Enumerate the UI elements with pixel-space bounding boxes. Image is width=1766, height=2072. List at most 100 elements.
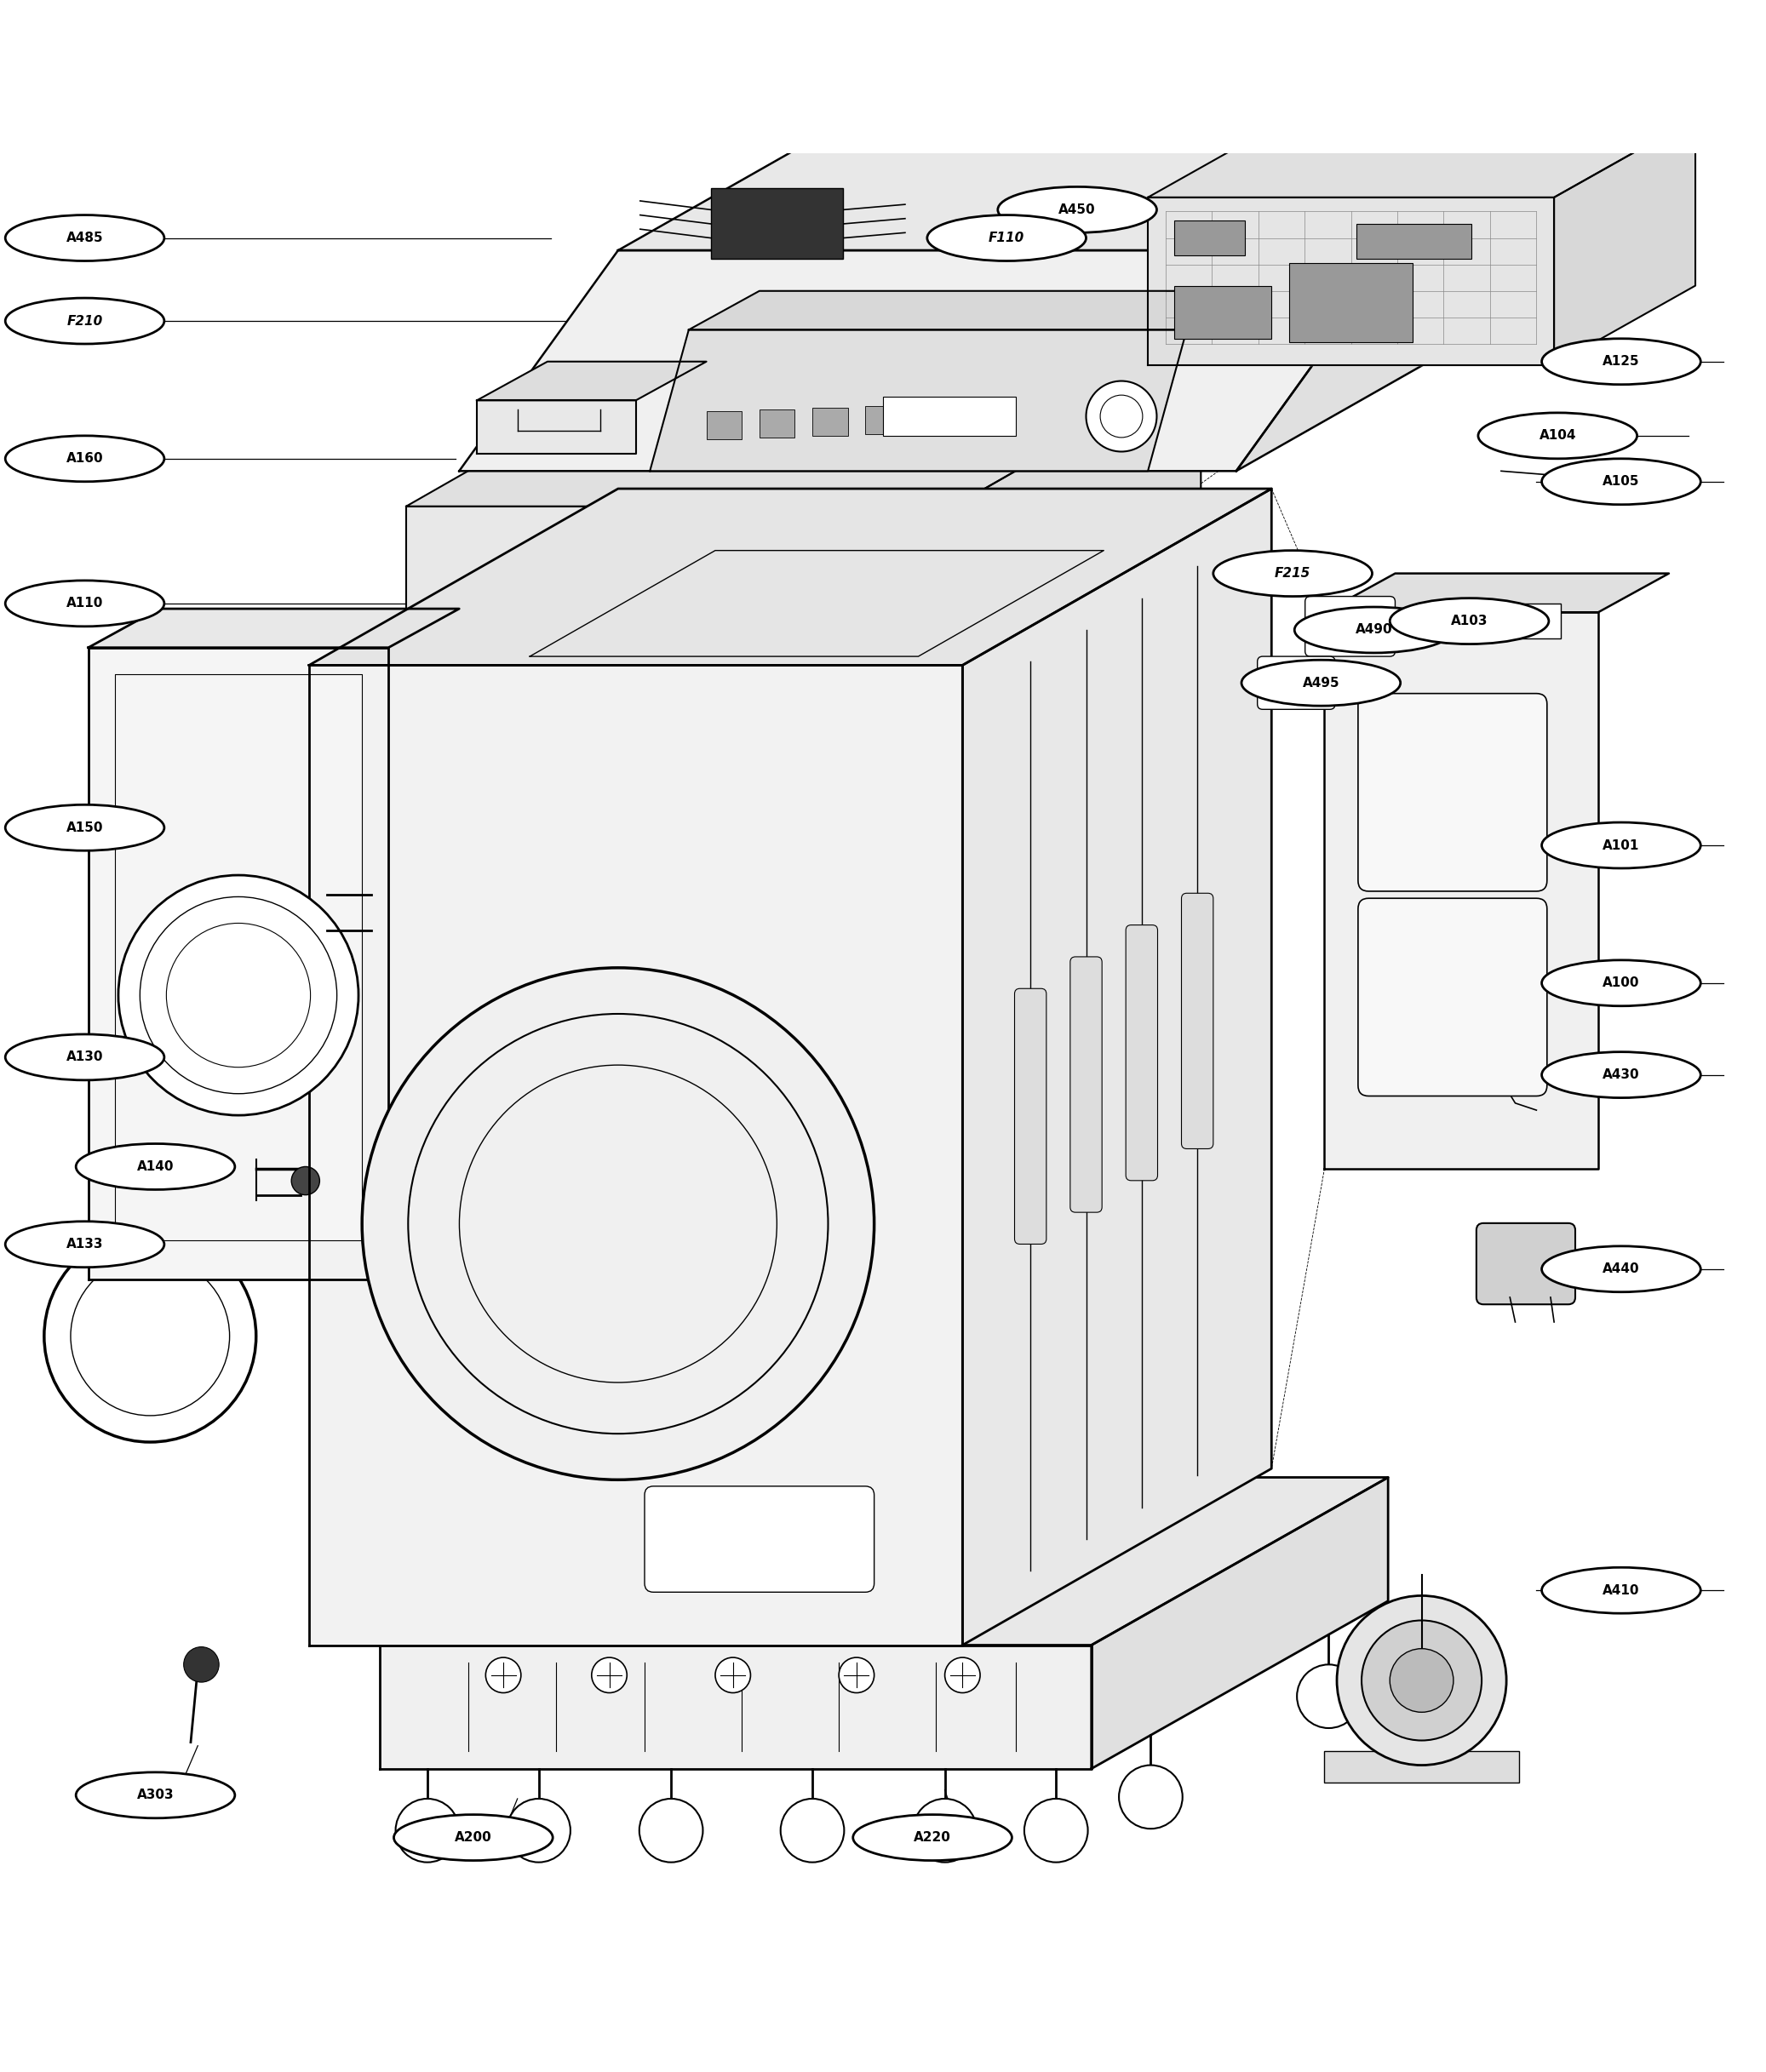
Circle shape xyxy=(291,1167,320,1196)
Ellipse shape xyxy=(853,1815,1012,1861)
Bar xyxy=(812,408,848,435)
Circle shape xyxy=(118,874,358,1115)
Ellipse shape xyxy=(1478,412,1637,458)
Bar xyxy=(1324,1751,1519,1782)
Text: A430: A430 xyxy=(1602,1069,1641,1082)
Polygon shape xyxy=(1091,1477,1388,1769)
Circle shape xyxy=(945,1658,980,1693)
Text: A303: A303 xyxy=(136,1788,175,1801)
Text: A495: A495 xyxy=(1302,675,1340,690)
Circle shape xyxy=(592,1658,627,1693)
Ellipse shape xyxy=(1294,607,1453,653)
Ellipse shape xyxy=(394,1815,553,1861)
Circle shape xyxy=(1120,1765,1183,1830)
Text: A450: A450 xyxy=(1058,203,1097,215)
Bar xyxy=(971,402,1007,431)
Circle shape xyxy=(362,968,874,1479)
Text: A485: A485 xyxy=(65,232,104,244)
Ellipse shape xyxy=(76,1772,235,1817)
Text: A104: A104 xyxy=(1540,429,1575,441)
Circle shape xyxy=(1086,381,1157,452)
Polygon shape xyxy=(1148,197,1554,365)
Polygon shape xyxy=(962,489,1272,1645)
Circle shape xyxy=(507,1798,570,1863)
FancyBboxPatch shape xyxy=(1358,694,1547,891)
Text: A103: A103 xyxy=(1452,615,1487,628)
Ellipse shape xyxy=(998,186,1157,232)
Ellipse shape xyxy=(5,1034,164,1080)
Bar xyxy=(759,410,795,437)
Text: F110: F110 xyxy=(989,232,1024,244)
Polygon shape xyxy=(1324,611,1598,1169)
Text: A490: A490 xyxy=(1355,624,1393,636)
Circle shape xyxy=(1390,1649,1453,1711)
Bar xyxy=(1289,263,1413,342)
Circle shape xyxy=(396,1798,459,1863)
Text: A440: A440 xyxy=(1602,1262,1641,1276)
Polygon shape xyxy=(380,1645,1091,1769)
Polygon shape xyxy=(406,365,1201,506)
Circle shape xyxy=(781,1798,844,1863)
Text: F215: F215 xyxy=(1275,568,1310,580)
Ellipse shape xyxy=(927,215,1086,261)
Text: A160: A160 xyxy=(65,452,104,464)
Polygon shape xyxy=(380,1477,1388,1645)
Polygon shape xyxy=(309,665,962,1645)
Polygon shape xyxy=(88,609,459,649)
Polygon shape xyxy=(1324,574,1669,611)
Bar xyxy=(883,398,1015,435)
Polygon shape xyxy=(530,551,1104,657)
Bar xyxy=(1512,603,1561,638)
Ellipse shape xyxy=(1542,458,1701,506)
Circle shape xyxy=(486,1658,521,1693)
Bar xyxy=(918,404,954,433)
Circle shape xyxy=(639,1798,703,1863)
Ellipse shape xyxy=(1542,1053,1701,1098)
Bar xyxy=(1174,220,1245,255)
FancyBboxPatch shape xyxy=(1358,899,1547,1096)
Text: A220: A220 xyxy=(913,1832,952,1844)
Text: A410: A410 xyxy=(1604,1583,1639,1598)
Bar xyxy=(865,406,901,433)
Text: A150: A150 xyxy=(67,821,102,835)
Text: A200: A200 xyxy=(454,1832,493,1844)
Text: A125: A125 xyxy=(1602,354,1641,369)
FancyBboxPatch shape xyxy=(1181,893,1213,1148)
Circle shape xyxy=(184,1647,219,1682)
Polygon shape xyxy=(1236,95,1669,470)
Text: A110: A110 xyxy=(67,597,102,609)
Polygon shape xyxy=(309,489,1272,665)
Ellipse shape xyxy=(5,1220,164,1268)
Ellipse shape xyxy=(5,804,164,852)
Circle shape xyxy=(1337,1595,1506,1765)
Bar xyxy=(706,410,742,439)
Bar xyxy=(710,189,842,259)
Polygon shape xyxy=(459,251,1395,470)
Bar xyxy=(1356,224,1471,259)
Polygon shape xyxy=(406,506,954,665)
Polygon shape xyxy=(88,649,389,1280)
FancyBboxPatch shape xyxy=(1257,657,1335,709)
Polygon shape xyxy=(477,400,636,454)
Circle shape xyxy=(1024,1798,1088,1863)
Ellipse shape xyxy=(5,580,164,626)
Polygon shape xyxy=(689,290,1257,329)
FancyBboxPatch shape xyxy=(1305,597,1395,657)
Circle shape xyxy=(1362,1620,1482,1740)
FancyBboxPatch shape xyxy=(1476,1222,1575,1305)
Circle shape xyxy=(913,1798,977,1863)
FancyBboxPatch shape xyxy=(1127,924,1158,1181)
Text: A130: A130 xyxy=(67,1051,102,1063)
Polygon shape xyxy=(1148,118,1695,197)
Polygon shape xyxy=(650,329,1187,470)
Ellipse shape xyxy=(1390,599,1549,644)
Bar xyxy=(1476,1028,1515,1071)
Text: A133: A133 xyxy=(67,1237,102,1251)
Ellipse shape xyxy=(1542,959,1701,1007)
FancyBboxPatch shape xyxy=(1014,988,1045,1243)
Polygon shape xyxy=(1554,118,1695,365)
Text: F210: F210 xyxy=(67,315,102,327)
Bar xyxy=(1174,286,1272,338)
Text: A140: A140 xyxy=(138,1160,173,1173)
Polygon shape xyxy=(115,673,362,1239)
